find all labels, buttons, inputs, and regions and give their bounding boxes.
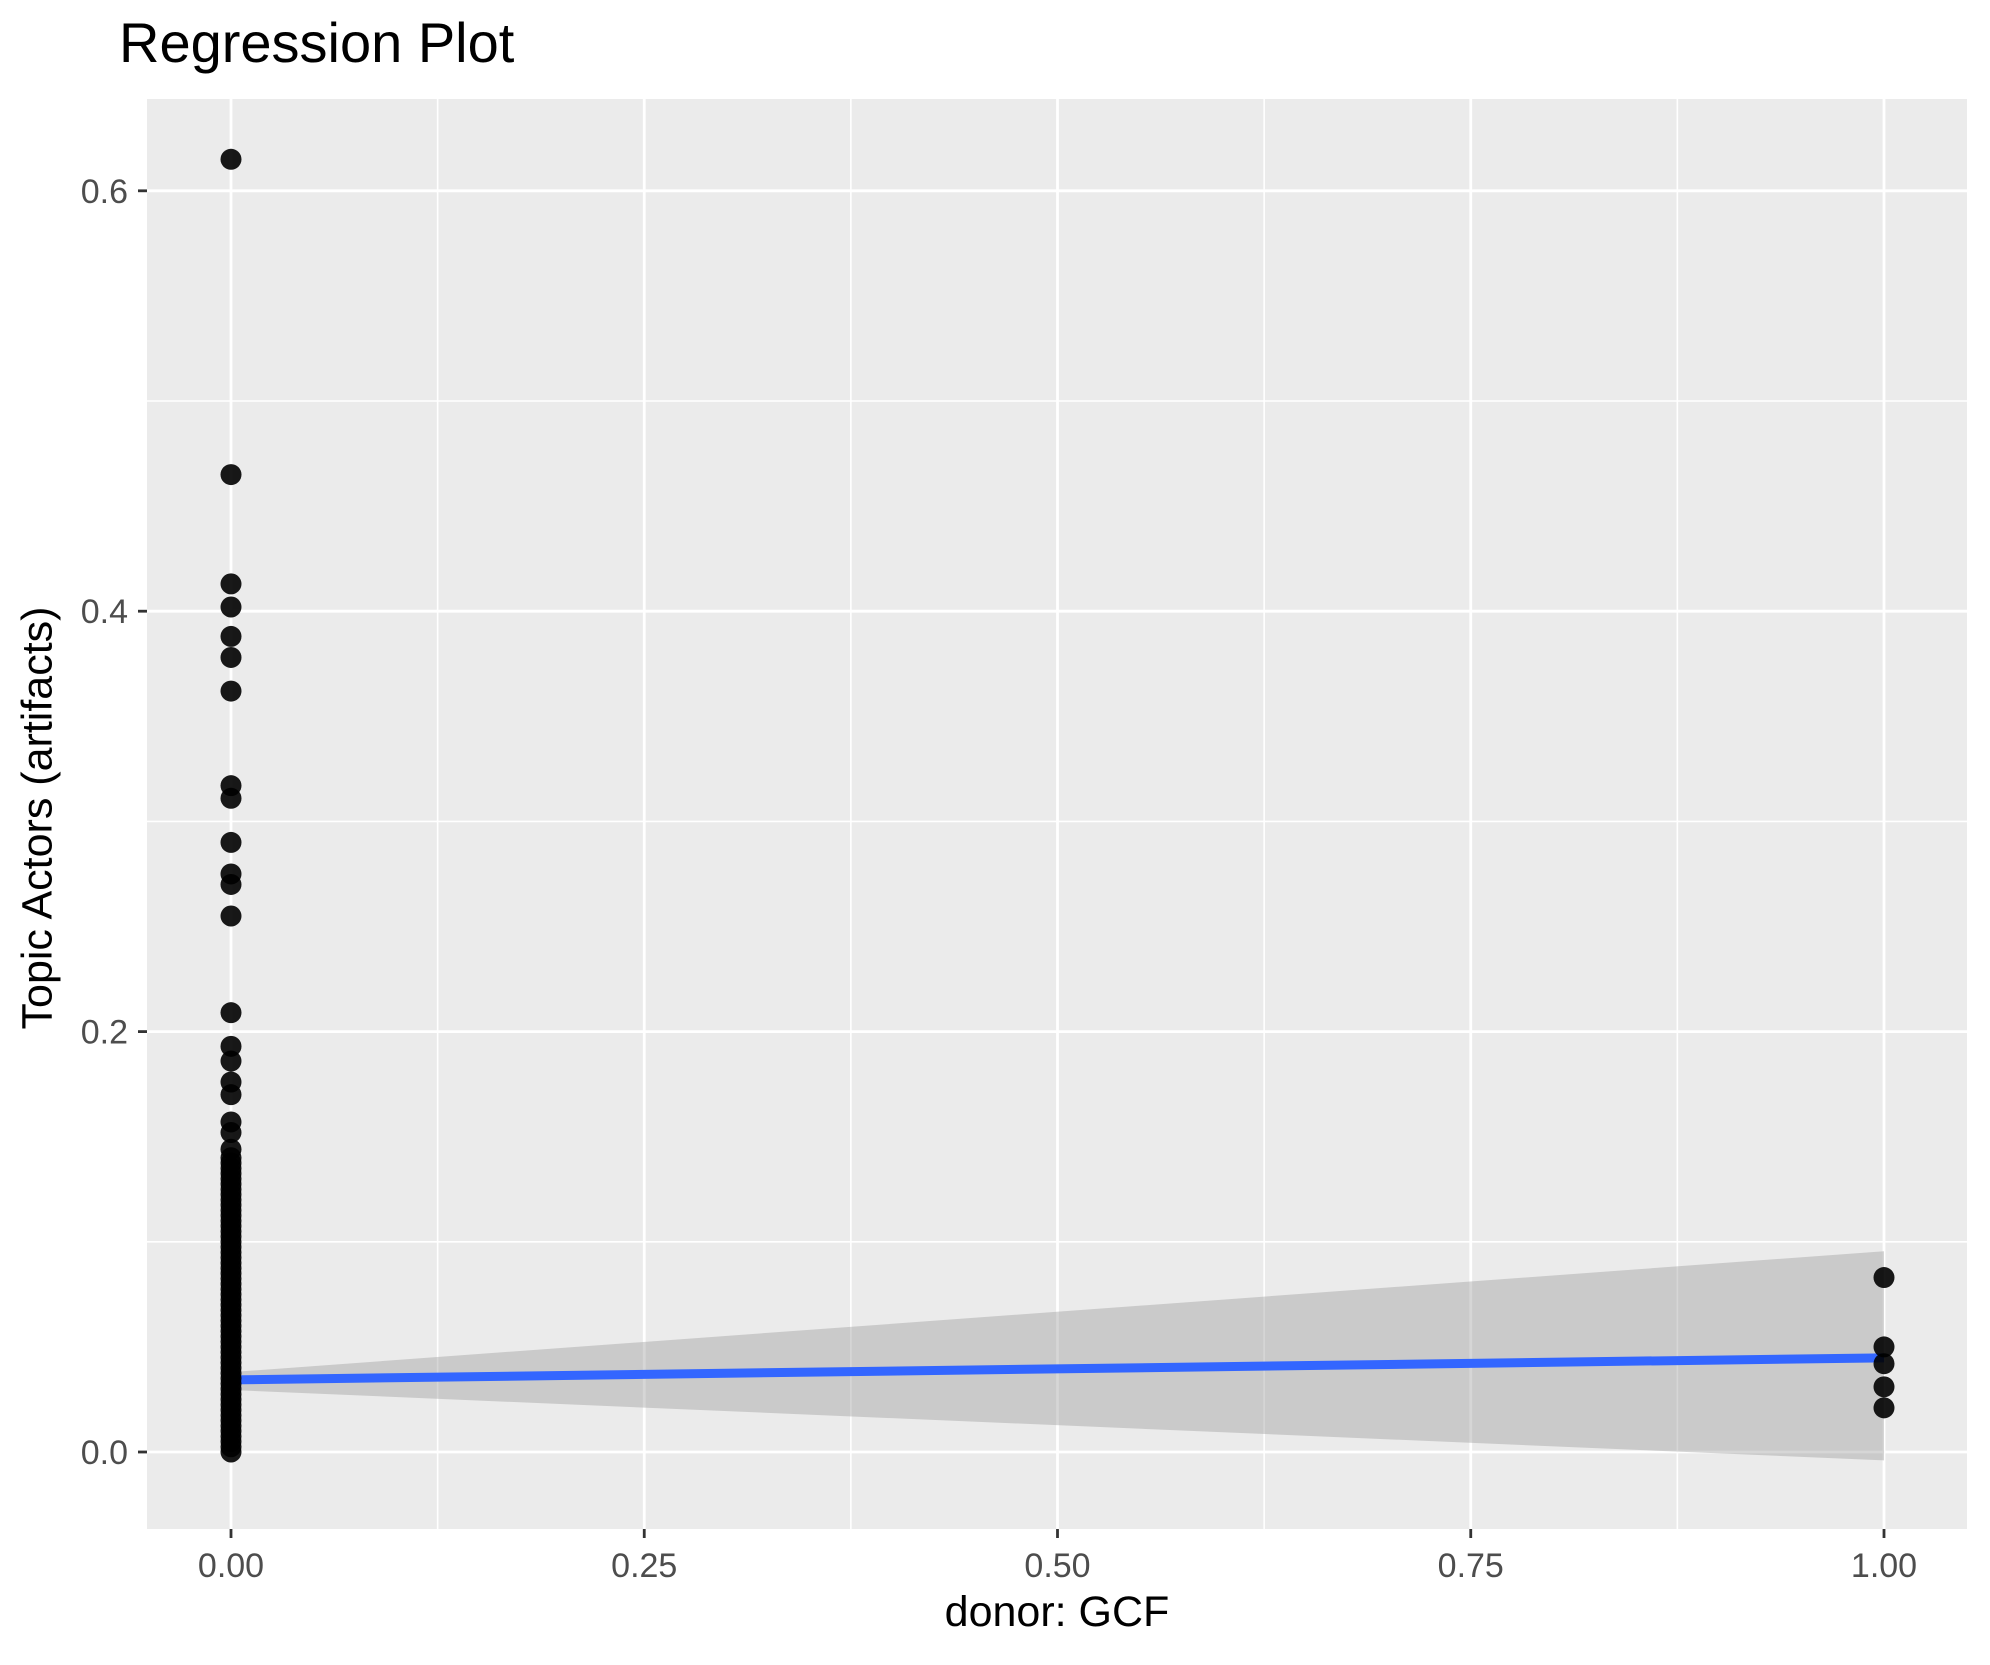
x-tick-label: 0.25 — [611, 1547, 677, 1585]
data-point — [220, 625, 242, 647]
x-tick-label: 1.00 — [1851, 1547, 1917, 1585]
data-point — [220, 464, 242, 486]
y-tick-label: 0.6 — [81, 173, 128, 211]
data-point — [220, 148, 242, 170]
confidence-band — [231, 1251, 1884, 1461]
data-point — [220, 596, 242, 618]
data-point — [220, 831, 242, 853]
regression-line — [230, 1353, 1885, 1385]
data-point — [220, 1121, 242, 1143]
data-point — [220, 873, 242, 895]
data-point — [220, 905, 242, 927]
data-point — [220, 646, 242, 668]
data-point — [1873, 1376, 1895, 1398]
y-tick-label: 0.0 — [81, 1434, 128, 1472]
data-point — [220, 1084, 242, 1106]
plot-title: Regression Plot — [119, 11, 515, 74]
data-point — [220, 680, 242, 702]
data-point — [1873, 1353, 1895, 1375]
data-point — [220, 787, 242, 809]
data-point — [220, 1441, 242, 1463]
x-axis-title: donor: GCF — [944, 1588, 1170, 1636]
y-tick-label: 0.4 — [81, 593, 128, 631]
x-tick-label: 0.75 — [1438, 1547, 1504, 1585]
y-axis-title: Topic Actors (artifacts) — [13, 606, 62, 1030]
data-point — [220, 1050, 242, 1072]
data-point — [220, 573, 242, 595]
data-point — [220, 1035, 242, 1057]
data-point — [1873, 1336, 1895, 1358]
data-point — [1873, 1397, 1895, 1419]
data-point — [220, 1002, 242, 1024]
data-point — [1873, 1267, 1895, 1289]
x-tick-label: 0.50 — [1024, 1547, 1090, 1585]
x-tick-label: 0.00 — [198, 1547, 264, 1585]
y-tick-label: 0.2 — [81, 1014, 128, 1052]
